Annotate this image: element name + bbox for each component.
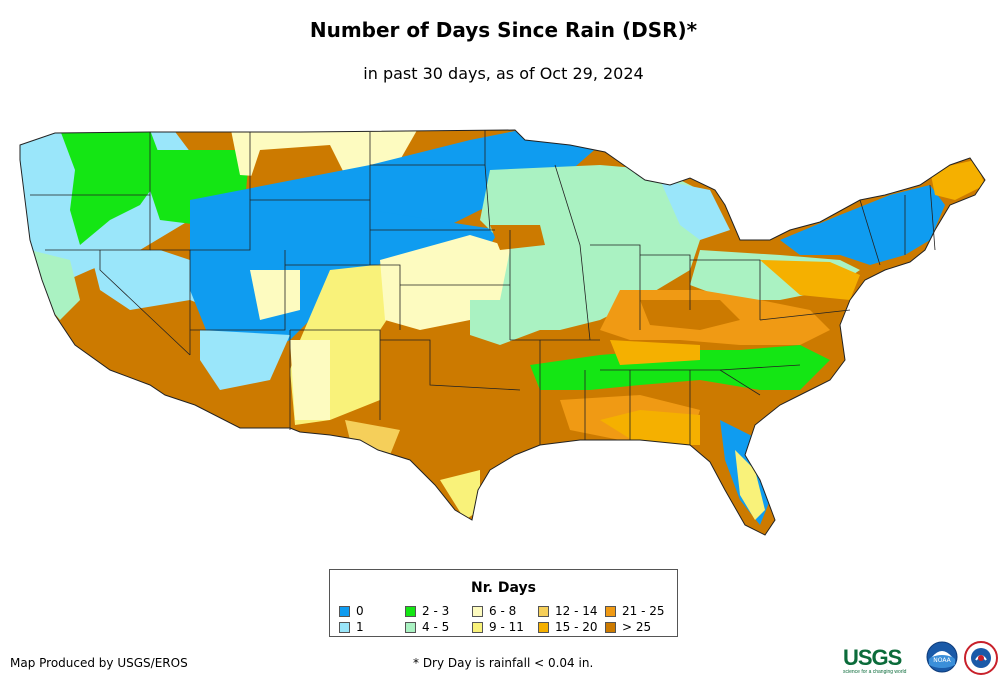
legend-swatch [538, 606, 549, 617]
legend-label: > 25 [622, 620, 652, 634]
map-subtitle: in past 30 days, as of Oct 29, 2024 [363, 64, 644, 83]
legend-swatch [405, 622, 416, 633]
legend-item-21-25: 21 - 25 [605, 605, 665, 618]
legend-label: 9 - 11 [489, 620, 524, 634]
noaa-logo-icon: NOAA [926, 641, 958, 673]
legend-swatch [605, 622, 616, 633]
legend-label: 21 - 25 [622, 604, 665, 618]
map-title: Number of Days Since Rain (DSR)* [309, 18, 698, 42]
legend-item-12-14: 12 - 14 [538, 605, 598, 618]
legend-item-1: 1 [339, 621, 364, 634]
us-dsr-map [19, 129, 986, 536]
legend-swatch [472, 606, 483, 617]
nws-logo-icon [964, 641, 998, 675]
legend-item-2-3: 2 - 3 [405, 605, 449, 618]
legend-swatch [339, 606, 350, 617]
legend-swatch [405, 606, 416, 617]
dry-day-note: * Dry Day is rainfall < 0.04 in. [413, 656, 594, 670]
legend-item-over-25: > 25 [605, 621, 651, 634]
legend-label: 4 - 5 [422, 620, 450, 634]
legend-swatch [472, 622, 483, 633]
legend-item-4-5: 4 - 5 [405, 621, 449, 634]
legend-label: 6 - 8 [489, 604, 517, 618]
legend-swatch [605, 606, 616, 617]
legend-title: Nr. Days [471, 580, 536, 596]
credit-text: Map Produced by USGS/EROS [10, 656, 188, 670]
state-boundaries [30, 130, 936, 445]
legend-label: 0 [356, 604, 364, 618]
legend-item-6-8: 6 - 8 [472, 605, 516, 618]
usgs-tagline: science for a changing world [843, 669, 907, 675]
usgs-logo: USGS science for a changing world [843, 645, 906, 675]
legend-label: 12 - 14 [555, 604, 598, 618]
legend-swatch [339, 622, 350, 633]
legend-item-9-11: 9 - 11 [472, 621, 524, 634]
legend-item-0: 0 [339, 605, 364, 618]
legend: Nr. Days 0 1 2 - 3 4 - 5 6 - 8 9 - 11 12… [329, 569, 678, 637]
noaa-logo-text: NOAA [933, 657, 951, 664]
legend-item-15-20: 15 - 20 [538, 621, 598, 634]
legend-swatch [538, 622, 549, 633]
usgs-logo-text: USGS [843, 645, 902, 670]
legend-label: 1 [356, 620, 364, 634]
legend-label: 2 - 3 [422, 604, 450, 618]
legend-label: 15 - 20 [555, 620, 598, 634]
